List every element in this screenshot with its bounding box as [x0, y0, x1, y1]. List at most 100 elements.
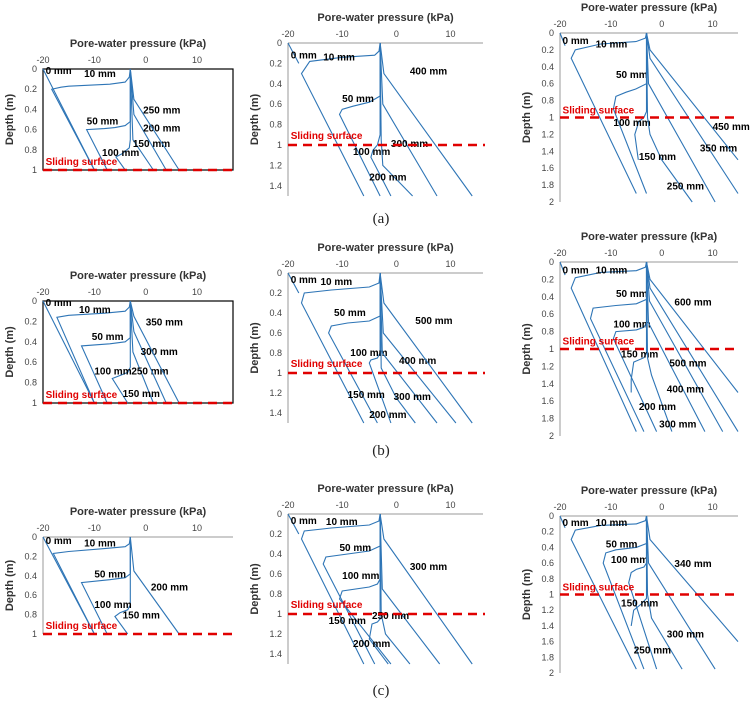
- y-tick-label: 0.6: [24, 357, 37, 367]
- chart-panel-a3: Pore-water pressure (kPa) Depth (m) -20 -10…: [521, 2, 750, 207]
- y-tick-label: 0.2: [541, 45, 554, 55]
- series-line-10-mm: [570, 32, 648, 194]
- y-tick-label: 0.4: [541, 292, 554, 302]
- x-tick-label: 0: [659, 19, 664, 29]
- series-label: 10 mm: [596, 265, 628, 276]
- y-tick-label: 0.8: [541, 96, 554, 106]
- series-label: 250 mm: [131, 366, 168, 377]
- series-line-0-mm: [287, 272, 300, 294]
- series-label: 10 mm: [84, 69, 116, 80]
- x-tick-label: -20: [36, 523, 49, 533]
- series-line-500-mm: [379, 272, 473, 424]
- series-label: 100 mm: [102, 148, 139, 159]
- x-tick-label: 0: [394, 259, 399, 269]
- x-axis-title: Pore-water pressure (kPa): [317, 242, 454, 254]
- series-line-500-mm: [645, 261, 739, 432]
- x-axis-title: Pore-water pressure (kPa): [70, 270, 207, 282]
- series-label: 100 mm: [613, 118, 650, 129]
- y-tick-label: 1: [32, 165, 37, 175]
- series-label: 50 mm: [616, 289, 648, 300]
- series-line-100-mm: [634, 33, 648, 160]
- series-line-200-mm: [129, 536, 180, 635]
- series-line-250-mm: [129, 68, 180, 171]
- y-tick-label: 0.2: [269, 58, 282, 68]
- series-label: 500 mm: [669, 358, 706, 369]
- chart-panel-c1: Pore-water pressure (kPa) Depth (m) -20 -10…: [4, 506, 235, 639]
- row-label-a: (a): [372, 211, 390, 227]
- y-tick-label: 1.2: [541, 361, 554, 371]
- y-tick-label: 1: [32, 398, 37, 408]
- x-tick-label: -20: [281, 29, 294, 39]
- x-axis-title: Pore-water pressure (kPa): [70, 506, 207, 518]
- y-tick-label: 1.4: [541, 379, 554, 389]
- series-line-250-mm: [645, 32, 716, 203]
- series-line-400-mm: [379, 42, 473, 197]
- series-line-200-mm: [379, 272, 416, 424]
- series-label: 100 mm: [350, 348, 387, 359]
- x-tick-label: 0: [394, 500, 399, 510]
- series-line-10-mm: [300, 272, 381, 424]
- y-tick-label: 0.2: [541, 527, 554, 537]
- y-axis-title: Depth (m): [4, 94, 16, 146]
- series-label: 50 mm: [616, 70, 648, 81]
- series-line-0-mm: [559, 261, 566, 276]
- y-tick-label: 0.4: [24, 337, 37, 347]
- x-tick-label: 10: [708, 248, 718, 258]
- sliding-surface-label: Sliding surface: [291, 131, 363, 142]
- sliding-surface-label: Sliding surface: [291, 600, 363, 611]
- x-tick-label: -10: [336, 29, 349, 39]
- series-label: 340 mm: [674, 559, 711, 570]
- y-axis-title: Depth (m): [521, 92, 533, 144]
- series-label: 50 mm: [94, 570, 126, 581]
- series-label: 500 mm: [415, 316, 452, 327]
- y-tick-label: 0: [32, 296, 37, 306]
- y-tick-label: 1.2: [269, 160, 282, 170]
- series-line-300-mm: [379, 42, 438, 197]
- series-label: 350 mm: [146, 317, 183, 328]
- x-tick-label: 0: [659, 502, 664, 512]
- x-tick-label: -20: [281, 259, 294, 269]
- series-line-0-mm: [559, 515, 566, 529]
- series-label: 200 mm: [143, 124, 180, 135]
- series-label: 10 mm: [84, 539, 116, 550]
- series-line-300-mm: [645, 261, 706, 432]
- series-label: 100 mm: [342, 571, 379, 582]
- series-line-300-mm: [379, 272, 438, 424]
- x-tick-label: -10: [88, 55, 101, 65]
- y-tick-label: 0.6: [24, 125, 37, 135]
- y-tick-label: 0.8: [269, 120, 282, 130]
- y-axis-title: Depth (m): [249, 322, 261, 374]
- series-line-150-mm: [368, 514, 389, 665]
- x-tick-label: 0: [659, 248, 664, 258]
- series-label: 200 mm: [151, 582, 188, 593]
- series-line-100-mm: [368, 273, 392, 424]
- y-tick-label: 0: [32, 532, 37, 542]
- series-label: 0 mm: [46, 298, 72, 309]
- series-line-300-mm: [379, 513, 473, 665]
- series-label: 50 mm: [92, 332, 124, 343]
- x-tick-label: -10: [604, 19, 617, 29]
- y-axis-title: Depth (m): [521, 569, 533, 621]
- y-tick-label: 1.2: [541, 605, 554, 615]
- x-tick-label: -20: [36, 55, 49, 65]
- y-tick-label: 0.4: [269, 79, 282, 89]
- series-label: 300 mm: [410, 562, 447, 573]
- series-line-10-mm: [50, 68, 131, 171]
- x-tick-label: 10: [708, 19, 718, 29]
- series-label: 10 mm: [323, 52, 355, 63]
- row-label-c: (c): [372, 683, 390, 699]
- series-label: 0 mm: [291, 516, 317, 527]
- series-label: 10 mm: [596, 39, 628, 50]
- y-tick-label: 0.2: [269, 529, 282, 539]
- y-tick-label: 0.2: [24, 551, 37, 561]
- series-label: 0 mm: [291, 275, 317, 286]
- y-tick-label: 0.8: [541, 574, 554, 584]
- series-line-0-mm: [287, 42, 300, 64]
- series-label: 350 mm: [700, 143, 737, 154]
- series-label: 150 mm: [621, 598, 658, 609]
- y-tick-label: 0.4: [541, 542, 554, 552]
- series-label: 300 mm: [394, 392, 431, 403]
- series-label: 600 mm: [674, 298, 711, 309]
- series-label: 150 mm: [123, 610, 160, 621]
- series-label: 200 mm: [639, 402, 676, 413]
